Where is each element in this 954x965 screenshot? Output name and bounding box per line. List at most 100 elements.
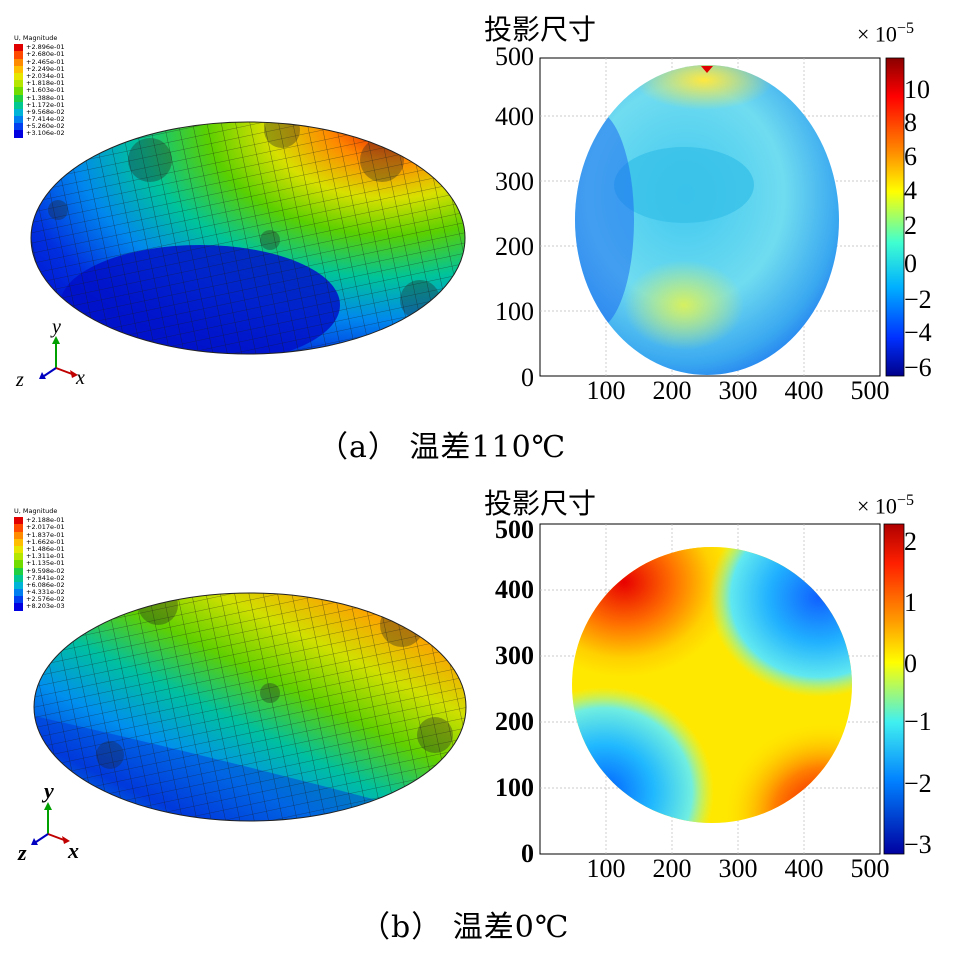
legend-row: +2.576e-02	[14, 596, 65, 604]
legend-row: +6.086e-02	[14, 580, 65, 590]
legend-swatch	[14, 51, 23, 59]
colorbar-scale-a: × 10−5	[857, 20, 914, 47]
legend-row: +9.568e-02	[14, 107, 65, 117]
legend-value: +1.311e-01	[26, 552, 65, 561]
legend-value: +3.106e-02	[26, 129, 65, 138]
y-tick-label: 0	[521, 363, 534, 392]
legend-row: +8.203e-03	[14, 602, 65, 611]
legend-swatch	[14, 130, 23, 138]
x-tick-label: 500	[850, 376, 890, 405]
colorbar-tick-label: −2	[904, 769, 932, 798]
legend-value: +5.260e-02	[26, 122, 65, 131]
caption-b: （b） 温差0℃	[360, 910, 570, 945]
legend-value: +1.662e-01	[26, 537, 65, 546]
y-tick-label: 300	[495, 167, 534, 196]
x-tick-label: 500	[850, 854, 890, 883]
legend-value: +1.603e-01	[26, 86, 65, 95]
legend-swatch	[14, 94, 23, 102]
contour-title-a: 投影尺寸	[484, 13, 597, 46]
colorbar-tick-label: 0	[904, 649, 917, 678]
x-tick-label: 400	[784, 854, 824, 883]
legend-value: +1.837e-01	[26, 530, 65, 539]
axis-z-label-a: z	[15, 369, 24, 390]
legend-row: +1.818e-01	[14, 79, 65, 88]
colorbar-tick-label: −2	[904, 285, 932, 314]
colorbar-tick-label: 0	[904, 249, 917, 278]
legend-row: +2.465e-01	[14, 58, 65, 66]
legend-swatch	[14, 108, 23, 117]
legend-value: +2.188e-01	[26, 516, 65, 525]
colorbar-tick-label: 4	[904, 176, 917, 205]
legend-row: +1.311e-01	[14, 552, 65, 561]
legend-value: +2.017e-01	[26, 523, 65, 532]
colorbar-tick-label: −1	[904, 707, 932, 736]
legend-swatch	[14, 589, 23, 597]
axis-y-label-a: y	[50, 320, 61, 338]
y-tick-label: 0	[521, 839, 534, 868]
x-tick-label: 400	[784, 376, 824, 405]
legend-swatch	[14, 72, 23, 81]
contour-plot-b	[539, 523, 905, 855]
colorbar-tick-label: 1	[904, 588, 917, 617]
legend-row: +5.260e-02	[14, 122, 65, 131]
contour-title-b: 投影尺寸	[484, 487, 597, 520]
legend-row: +1.837e-01	[14, 530, 65, 539]
y-tick-label: 100	[495, 773, 534, 802]
legend-row: +7.841e-02	[14, 573, 65, 582]
legend-value: +9.568e-02	[26, 107, 65, 116]
legend-swatch	[14, 574, 23, 582]
legend-swatch	[14, 517, 23, 525]
contour-plot-a	[539, 57, 905, 377]
colorbar-tick-label: −3	[904, 830, 932, 859]
legend-value: +4.331e-02	[26, 588, 65, 597]
legend-value: +1.818e-01	[26, 79, 65, 88]
legend-row: +2.896e-01	[14, 43, 65, 52]
x-tick-label: 100	[586, 376, 626, 405]
legend-row: +1.172e-01	[14, 101, 65, 109]
y-tick-label: 400	[495, 102, 534, 131]
legend-row: +1.662e-01	[14, 537, 65, 546]
legend-row: +9.598e-02	[14, 567, 65, 575]
legend-value: +1.388e-01	[26, 93, 65, 102]
legend-swatch	[14, 524, 23, 532]
x-tick-label: 300	[718, 376, 758, 405]
x-tick-label: 300	[718, 854, 758, 883]
legend-swatch	[14, 116, 23, 124]
colorbar-tick-label: 10	[904, 75, 930, 104]
fem-legend-a: U, Magnitude +2.896e-01 +2.680e-01 +2.465e…	[14, 34, 65, 138]
legend-value: +6.086e-02	[26, 580, 65, 589]
x-tick-label: 100	[586, 854, 626, 883]
colorbar-scale-b: × 10−5	[857, 492, 914, 519]
y-tick-label: 500	[495, 42, 534, 71]
fem-plate-a	[30, 121, 466, 355]
legend-value: +2.249e-01	[26, 64, 65, 73]
legend-row: +1.603e-01	[14, 86, 65, 95]
legend-row: +3.106e-02	[14, 129, 65, 138]
y-tick-label: 300	[495, 641, 534, 670]
legend-swatch	[14, 538, 23, 546]
axis-x-label-a: x	[75, 367, 85, 389]
legend-value: +7.414e-02	[26, 115, 65, 124]
legend-swatch	[14, 80, 23, 88]
x-tick-label: 200	[652, 376, 692, 405]
caption-a: （a） 温差110℃	[318, 430, 567, 465]
x-tick-label: 200	[652, 854, 692, 883]
y-tick-label: 200	[495, 232, 534, 261]
axis-y-label-b: y	[41, 782, 54, 803]
legend-value: +7.841e-02	[26, 573, 65, 582]
legend-swatch	[14, 567, 23, 575]
legend-swatch	[14, 545, 23, 554]
legend-row: +1.388e-01	[14, 93, 65, 102]
legend-swatch	[14, 603, 23, 611]
colorbar-tick-label: 8	[904, 108, 917, 137]
colorbar-tick-label: 2	[904, 527, 917, 556]
axis-x-label-b: x	[67, 838, 79, 862]
legend-value: +2.896e-01	[26, 43, 65, 52]
legend-swatch	[14, 553, 23, 561]
legend-row: +2.249e-01	[14, 64, 65, 73]
legend-value: +8.203e-03	[26, 602, 65, 611]
fem-legend-title-a: U, Magnitude	[14, 34, 58, 42]
legend-swatch	[14, 58, 23, 66]
legend-swatch	[14, 596, 23, 604]
y-tick-label: 200	[495, 707, 534, 736]
